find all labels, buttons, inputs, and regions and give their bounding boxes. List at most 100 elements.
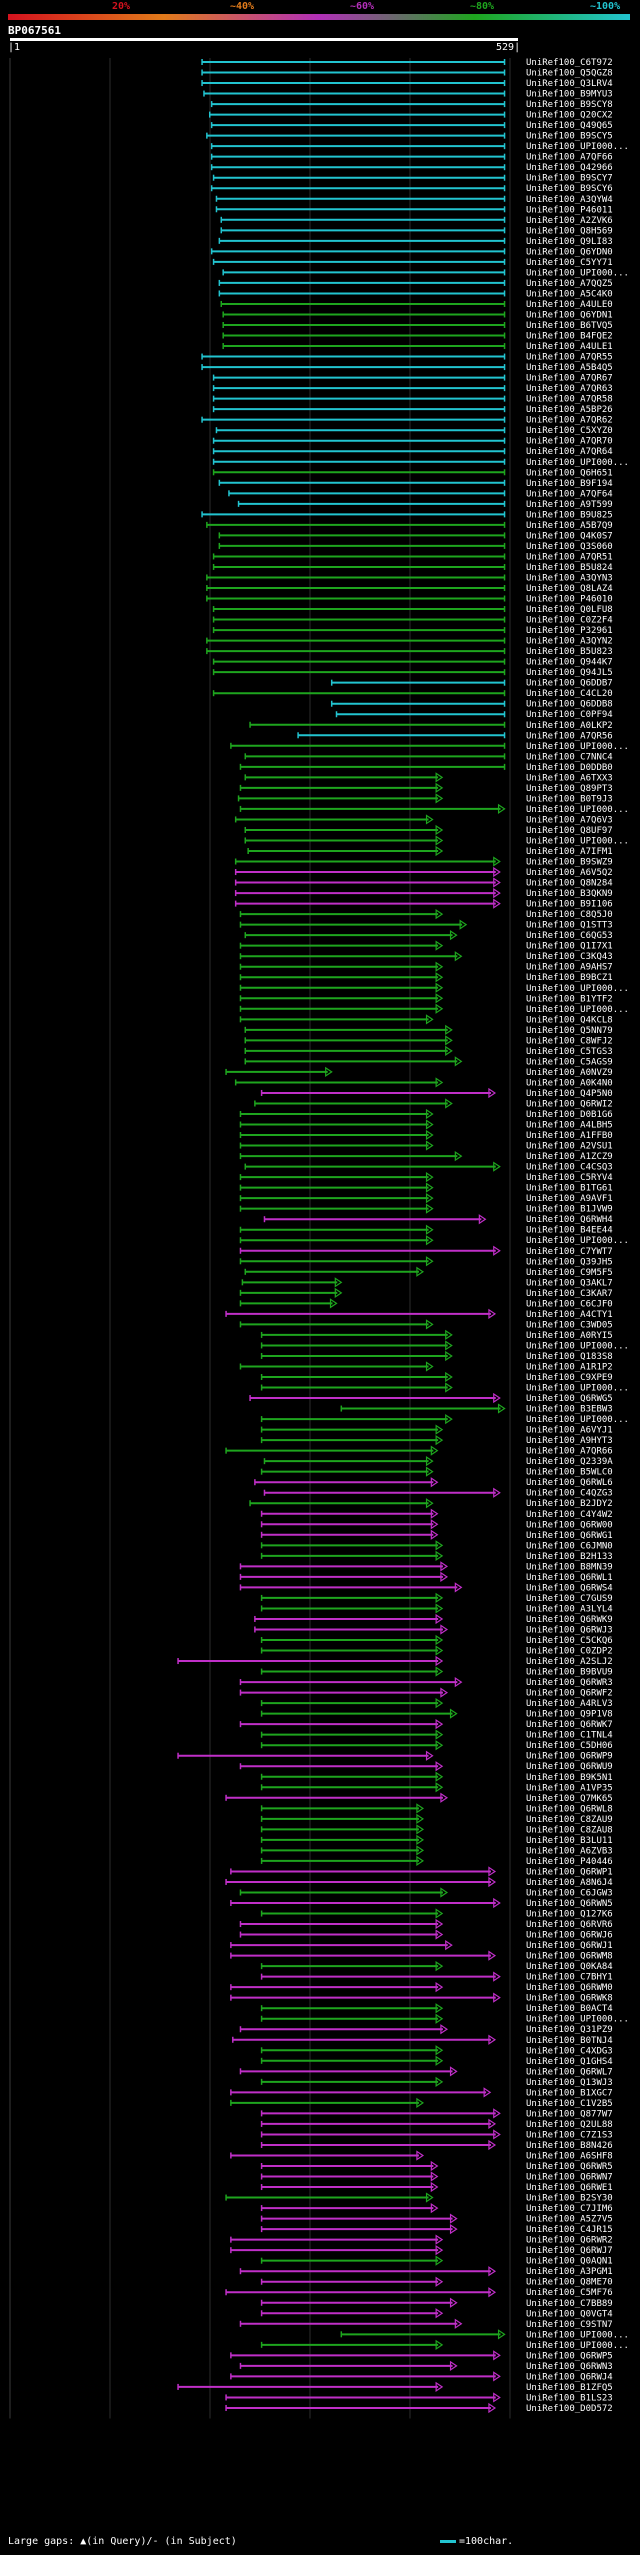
hit-row[interactable]: UniRef100_A1FFB0 (239, 1129, 613, 1141)
hit-row[interactable]: UniRef100_A7IFM1 (247, 845, 613, 857)
hit-label[interactable]: UniRef100_B9SCY8 (526, 100, 613, 110)
hit-label[interactable]: UniRef100_Q8H569 (526, 226, 613, 236)
hit-row[interactable]: UniRef100_A5Z7V5 (260, 2213, 613, 2225)
hit-row[interactable]: UniRef100_Q6RWL1 (239, 1571, 613, 1583)
hit-row[interactable]: UniRef100_UPI000... (260, 1340, 629, 1351)
hit-row[interactable]: UniRef100_Q6RWN7 (260, 2171, 613, 2183)
hit-label[interactable]: UniRef100_B0ACT4 (526, 2004, 613, 2014)
hit-label[interactable]: UniRef100_C8WFJ2 (526, 1036, 613, 1046)
hit-row[interactable]: UniRef100_C4CSQ3 (244, 1161, 613, 1173)
hit-label[interactable]: UniRef100_B9BVU9 (526, 1668, 613, 1678)
hit-row[interactable]: UniRef100_C6CJF0 (239, 1298, 613, 1309)
hit-label[interactable]: UniRef100_Q20CX2 (526, 111, 613, 121)
hit-label[interactable]: UniRef100_Q5QGZ8 (526, 69, 613, 79)
hit-label[interactable]: UniRef100_C3WD05 (526, 1320, 613, 1330)
hit-row[interactable]: UniRef100_Q0VGT4 (260, 2308, 613, 2319)
hit-row[interactable]: UniRef100_Q9P1V8 (260, 1708, 613, 1720)
hit-label[interactable]: UniRef100_B1XGC7 (526, 2088, 613, 2098)
hit-label[interactable]: UniRef100_A3QYW4 (526, 195, 613, 205)
hit-row[interactable]: UniRef100_Q8H569 (220, 226, 613, 236)
hit-label[interactable]: UniRef100_B9U825 (526, 510, 613, 520)
hit-row[interactable]: UniRef100_B3QKN9 (234, 887, 613, 899)
hit-row[interactable]: UniRef100_A4LBH5 (239, 1119, 613, 1131)
hit-label[interactable]: UniRef100_Q3S060 (526, 542, 613, 552)
hit-row[interactable]: UniRef100_Q8N284 (234, 877, 613, 889)
hit-row[interactable]: UniRef100_Q6RWK9 (254, 1613, 613, 1625)
hit-label[interactable]: UniRef100_Q6RWU9 (526, 1762, 613, 1772)
hit-label[interactable]: UniRef100_Q1GHS4 (526, 2057, 613, 2067)
hit-row[interactable]: UniRef100_D0B1G6 (239, 1108, 613, 1120)
hit-row[interactable]: UniRef100_UPI000... (210, 142, 629, 152)
hit-row[interactable]: UniRef100_C0Z2F4 (212, 616, 613, 626)
hit-label[interactable]: UniRef100_B9SWZ9 (526, 858, 613, 868)
hit-row[interactable]: UniRef100_Q6RWK8 (230, 1992, 613, 2004)
hit-row[interactable]: UniRef100_C4XDG3 (260, 2045, 613, 2056)
hit-row[interactable]: UniRef100_Q42966 (210, 163, 613, 173)
hit-label[interactable]: UniRef100_A1R1P2 (526, 1362, 613, 1372)
hit-label[interactable]: UniRef100_Q6RWP1 (526, 1867, 613, 1877)
hit-label[interactable]: UniRef100_C9XPE9 (526, 1373, 613, 1383)
hit-label[interactable]: UniRef100_Q6RWI2 (526, 1099, 613, 1109)
hit-label[interactable]: UniRef100_C4CSQ3 (526, 1163, 613, 1173)
hit-label[interactable]: UniRef100_P46011 (526, 205, 613, 215)
hit-label[interactable]: UniRef100_A7QR55 (526, 353, 613, 363)
hit-row[interactable]: UniRef100_A5B7Q9 (206, 521, 613, 531)
hit-label[interactable]: UniRef100_Q8ME70 (526, 2278, 613, 2288)
hit-row[interactable]: UniRef100_B2JDY2 (249, 1498, 613, 1509)
hit-row[interactable]: UniRef100_C6T972 (201, 58, 613, 68)
hit-row[interactable]: UniRef100_Q0AQN1 (260, 2255, 613, 2267)
hit-label[interactable]: UniRef100_C0Z2F4 (526, 616, 613, 626)
hit-row[interactable]: UniRef100_Q6RWJ1 (230, 1939, 613, 1951)
hit-label[interactable]: UniRef100_Q6RWJ6 (526, 1931, 613, 1941)
hit-row[interactable]: UniRef100_A6ZVB3 (260, 1845, 613, 1856)
hit-label[interactable]: UniRef100_Q6RWN7 (526, 2173, 613, 2183)
hit-label[interactable]: UniRef100_UPI000... (526, 1236, 629, 1246)
hit-row[interactable]: UniRef100_A9HYT3 (260, 1434, 613, 1446)
hit-row[interactable]: UniRef100_Q6RW00 (260, 1519, 613, 1530)
hit-label[interactable]: UniRef100_C7JIM6 (526, 2204, 613, 2214)
hit-row[interactable]: UniRef100_C9STN7 (239, 2318, 613, 2330)
hit-label[interactable]: UniRef100_Q3LRV4 (526, 79, 613, 89)
hit-row[interactable]: UniRef100_Q3S060 (218, 542, 613, 552)
hit-label[interactable]: UniRef100_UPI000... (526, 2341, 629, 2351)
hit-row[interactable]: UniRef100_A8N6J4 (225, 1876, 613, 1888)
hit-label[interactable]: UniRef100_A0RYI5 (526, 1331, 613, 1341)
hit-row[interactable]: UniRef100_C9XPE9 (260, 1371, 613, 1383)
hit-row[interactable]: UniRef100_Q6RWN5 (230, 1897, 613, 1909)
hit-label[interactable]: UniRef100_C1V2B5 (526, 2099, 613, 2109)
hit-row[interactable]: UniRef100_B2SY30 (225, 2192, 613, 2204)
hit-label[interactable]: UniRef100_Q5NN79 (526, 1026, 613, 1036)
hit-label[interactable]: UniRef100_C3KAR7 (526, 1289, 613, 1299)
hit-label[interactable]: UniRef100_Q6RWK9 (526, 1615, 613, 1625)
hit-row[interactable]: UniRef100_A1ZCZ9 (239, 1150, 613, 1162)
hit-label[interactable]: UniRef100_Q6RWL8 (526, 1804, 613, 1814)
hit-row[interactable]: UniRef100_Q1I7X1 (239, 940, 613, 952)
hit-label[interactable]: UniRef100_Q6RWJ4 (526, 2372, 613, 2382)
hit-label[interactable]: UniRef100_Q42966 (526, 163, 613, 173)
hit-row[interactable]: UniRef100_B0ACT4 (260, 2003, 613, 2014)
hit-label[interactable]: UniRef100_C5DH06 (526, 1741, 613, 1751)
hit-label[interactable]: UniRef100_Q4P5N0 (526, 1089, 613, 1099)
hit-row[interactable]: UniRef100_A2VSU1 (239, 1140, 613, 1152)
hit-row[interactable]: UniRef100_Q20CX2 (208, 111, 613, 121)
hit-label[interactable]: UniRef100_Q4K0S7 (526, 531, 613, 541)
hit-row[interactable]: UniRef100_C5XYZ0 (215, 426, 613, 436)
hit-label[interactable]: UniRef100_A8N6J4 (526, 1878, 613, 1888)
hit-label[interactable]: UniRef100_C5RYV4 (526, 1173, 613, 1183)
hit-row[interactable]: UniRef100_Q6RWS4 (239, 1582, 613, 1593)
hit-row[interactable]: UniRef100_C6JGW3 (239, 1887, 613, 1898)
hit-row[interactable]: UniRef100_UPI000... (239, 1003, 629, 1015)
hit-label[interactable]: UniRef100_C5CKQ6 (526, 1636, 613, 1646)
hit-label[interactable]: UniRef100_A0NVZ9 (526, 1068, 613, 1078)
hit-row[interactable]: UniRef100_Q6RWR2 (230, 2234, 613, 2246)
hit-label[interactable]: UniRef100_A7QF66 (526, 153, 613, 163)
hit-label[interactable]: UniRef100_Q2UL88 (526, 2120, 613, 2130)
hit-label[interactable]: UniRef100_D0D572 (526, 2404, 613, 2414)
hit-label[interactable]: UniRef100_Q8UF97 (526, 826, 613, 836)
hit-row[interactable]: UniRef100_Q6RWJ7 (230, 2245, 613, 2256)
hit-row[interactable]: UniRef100_Q6RWG5 (249, 1392, 613, 1404)
hit-label[interactable]: UniRef100_Q6RWJ1 (526, 1941, 613, 1951)
hit-label[interactable]: UniRef100_Q944K7 (526, 658, 613, 668)
hit-row[interactable]: UniRef100_A9AVF1 (239, 1193, 613, 1204)
hit-label[interactable]: UniRef100_A7QR62 (526, 416, 613, 426)
